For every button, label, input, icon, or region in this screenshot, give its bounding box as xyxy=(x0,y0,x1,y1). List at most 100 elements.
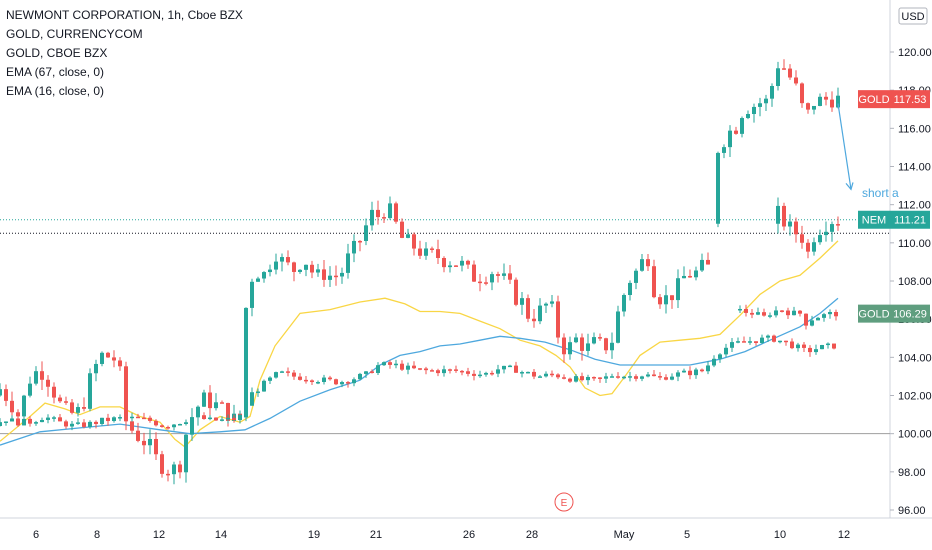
price-badge: GOLD 106.29 xyxy=(858,304,930,323)
candle-body xyxy=(814,349,818,353)
y-tick-label: 110.00 xyxy=(898,238,931,250)
candle-body xyxy=(94,421,98,425)
candle-body xyxy=(178,464,182,473)
candle-body xyxy=(436,370,440,374)
short-arrow[interactable] xyxy=(837,103,854,191)
candle-body xyxy=(478,374,482,377)
candle-body xyxy=(190,417,194,435)
candle-body xyxy=(804,313,808,326)
candle-body xyxy=(616,376,620,378)
candle-body xyxy=(514,279,518,305)
candle-body xyxy=(568,342,572,355)
candle-body xyxy=(10,418,14,422)
candle-body xyxy=(280,257,284,262)
candle-body xyxy=(826,343,830,346)
candle-body xyxy=(370,209,374,226)
candle-body xyxy=(76,422,80,424)
candle-body xyxy=(810,320,814,326)
candle-body xyxy=(802,344,806,348)
candle-body xyxy=(676,278,680,301)
candle-body xyxy=(202,392,206,407)
candle-body xyxy=(640,376,644,379)
candle-body xyxy=(782,205,786,227)
candle-body xyxy=(706,259,710,265)
candle-body xyxy=(244,405,248,415)
candle-body xyxy=(526,371,530,374)
candle-body xyxy=(268,269,272,273)
candle-body xyxy=(496,369,500,374)
candle-body xyxy=(604,338,608,351)
candle-body xyxy=(256,391,260,394)
legend-item: EMA (67, close, 0) xyxy=(6,65,105,79)
candle-body xyxy=(806,242,810,252)
candle-body xyxy=(824,231,828,236)
candle-body xyxy=(756,312,760,315)
x-tick-label: 19 xyxy=(308,529,320,541)
candle-body xyxy=(800,83,804,104)
candle-body xyxy=(574,376,578,382)
candle-body xyxy=(0,422,2,427)
currency-label[interactable]: USD xyxy=(898,7,928,25)
y-tick-label: 108.00 xyxy=(898,276,932,288)
candle-body xyxy=(770,85,774,99)
candle-body xyxy=(628,282,632,295)
candle-body xyxy=(694,270,698,278)
candle-body xyxy=(298,376,302,380)
y-tick-label: 100.00 xyxy=(898,429,932,441)
candle-body xyxy=(818,235,822,243)
candle-body xyxy=(328,377,332,380)
candle-body xyxy=(688,370,692,376)
candle-body xyxy=(202,415,206,420)
candle-body xyxy=(526,298,530,319)
price-badge-label: GOLD xyxy=(858,309,889,321)
candle-body xyxy=(454,369,458,371)
candle-body xyxy=(544,373,548,377)
y-tick-label: 112.00 xyxy=(898,200,931,212)
candle-body xyxy=(196,415,200,418)
candle-body xyxy=(568,378,572,382)
candle-body xyxy=(340,382,344,385)
candle-body xyxy=(532,318,536,322)
candle-body xyxy=(788,68,792,78)
candle-body xyxy=(634,376,638,379)
candle-body xyxy=(226,402,230,421)
candle-body xyxy=(172,424,176,428)
candle-body xyxy=(466,371,470,374)
candle-body xyxy=(436,249,440,258)
candle-body xyxy=(4,421,8,423)
legend-item: GOLD, CURRENCYCOM xyxy=(6,27,143,41)
candle-body xyxy=(728,130,732,148)
candle-body xyxy=(830,224,834,232)
candle-body xyxy=(286,257,290,263)
candle-body xyxy=(358,373,362,380)
candle-body xyxy=(418,248,422,256)
candle-body xyxy=(352,379,356,384)
candle-body xyxy=(768,315,772,317)
candle-body xyxy=(664,377,668,380)
candle-body xyxy=(406,234,410,238)
price-badge: GOLD 117.53 xyxy=(858,90,930,109)
candle-body xyxy=(412,234,416,249)
candle-body xyxy=(622,376,626,379)
x-tick-label: 12 xyxy=(838,529,850,541)
earnings-marker[interactable]: E xyxy=(554,492,574,512)
legend: NEWMONT CORPORATION, 1h, Cboe BZX GOLD, C… xyxy=(6,6,243,101)
price-badge-value: 117.53 xyxy=(894,94,927,106)
candle-body xyxy=(798,310,802,314)
candle-body xyxy=(658,376,662,378)
candle-body xyxy=(382,362,386,366)
candle-body xyxy=(454,265,458,267)
candle-body xyxy=(112,357,116,361)
candle-body xyxy=(788,221,792,227)
candle-body xyxy=(274,261,278,270)
candle-body xyxy=(628,376,632,378)
ema-line xyxy=(0,297,839,446)
candle-body xyxy=(812,105,816,110)
candle-body xyxy=(556,301,560,338)
price-axis[interactable] xyxy=(890,0,932,518)
candle-body xyxy=(670,295,674,301)
candle-body xyxy=(646,259,650,267)
